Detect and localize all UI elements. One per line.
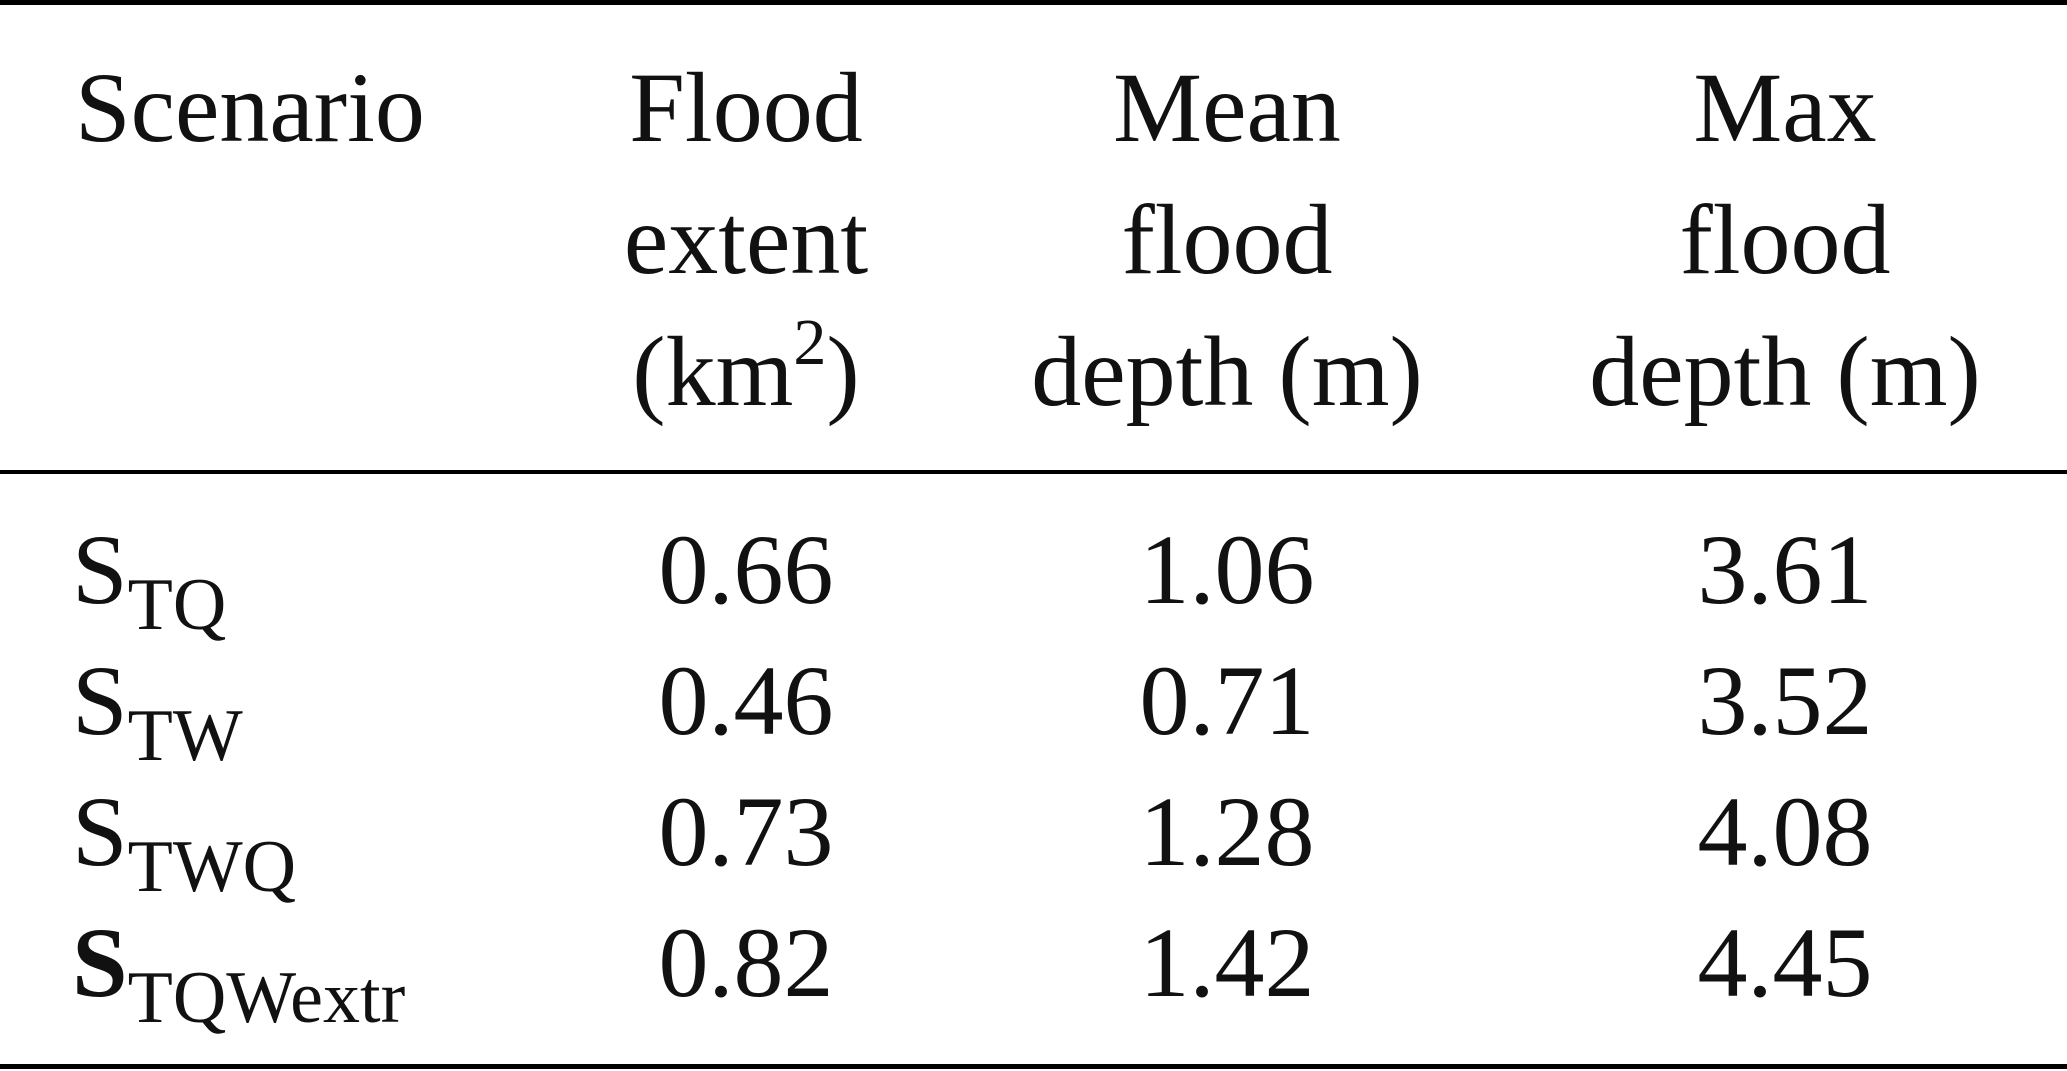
scenario-letter: S (72, 907, 128, 1018)
header-scenario-label: Scenario (75, 52, 425, 163)
scenario-cell: STQ (72, 505, 227, 646)
header-flood-extent-line-2: extent (623, 184, 869, 295)
scenario-letter: S (72, 645, 128, 756)
header-mean-line-2: flood (1121, 184, 1333, 295)
scenario-subscript: TQ (127, 564, 227, 646)
header-flood-extent-unit: (km (632, 316, 794, 427)
mean-depth-cell: 1.28 (1139, 776, 1315, 887)
header-flood-extent: Flood extent (km2) (496, 42, 996, 438)
scenario-subscript: TW (127, 695, 243, 777)
table-row: STWQ 0.73 1.28 4.08 (0, 767, 2067, 908)
table-row: STQ 0.66 1.06 3.61 (0, 505, 2067, 646)
header-mean-line-3: depth (m) (1031, 316, 1423, 427)
header-mean-flood-depth: Mean flood depth (m) (927, 42, 1527, 438)
table-header-rule (0, 470, 2067, 474)
header-flood-extent-line-1: Flood (629, 52, 863, 163)
max-depth-cell: 4.45 (1697, 907, 1873, 1018)
scenario-subscript: TQWextr (127, 957, 406, 1039)
header-flood-extent-line-3: (km2) (496, 306, 996, 438)
table-row: STQWextr 0.82 1.42 4.45 (0, 898, 2067, 1039)
header-max-line-1: Max (1693, 52, 1877, 163)
flood-extent-cell: 0.82 (658, 907, 834, 1018)
header-mean-line-1: Mean (1113, 52, 1341, 163)
max-depth-cell: 4.08 (1697, 776, 1873, 887)
header-max-line-2: flood (1679, 184, 1891, 295)
max-depth-cell: 3.61 (1697, 514, 1873, 625)
mean-depth-cell: 0.71 (1139, 645, 1315, 756)
table-bottom-rule (0, 1064, 2067, 1069)
scenario-letter: S (72, 776, 128, 887)
scenario-cell: STQWextr (72, 898, 406, 1039)
mean-depth-cell: 1.06 (1139, 514, 1315, 625)
header-flood-extent-unit-exponent: 2 (793, 306, 827, 380)
flood-extent-cell: 0.66 (658, 514, 834, 625)
scenario-cell: STWQ (72, 767, 297, 908)
scenario-letter: S (72, 514, 128, 625)
header-max-line-3: depth (m) (1589, 316, 1981, 427)
header-max-flood-depth: Max flood depth (m) (1485, 42, 2067, 438)
table-row: STW 0.46 0.71 3.52 (0, 636, 2067, 777)
table-top-rule (0, 0, 2067, 5)
scenario-cell: STW (72, 636, 243, 777)
mean-depth-cell: 1.42 (1139, 907, 1315, 1018)
flood-extent-cell: 0.73 (658, 776, 834, 887)
header-scenario: Scenario (75, 42, 425, 174)
max-depth-cell: 3.52 (1697, 645, 1873, 756)
flood-extent-cell: 0.46 (658, 645, 834, 756)
header-flood-extent-unit-close: ) (826, 316, 860, 427)
scenario-subscript: TWQ (127, 826, 297, 908)
